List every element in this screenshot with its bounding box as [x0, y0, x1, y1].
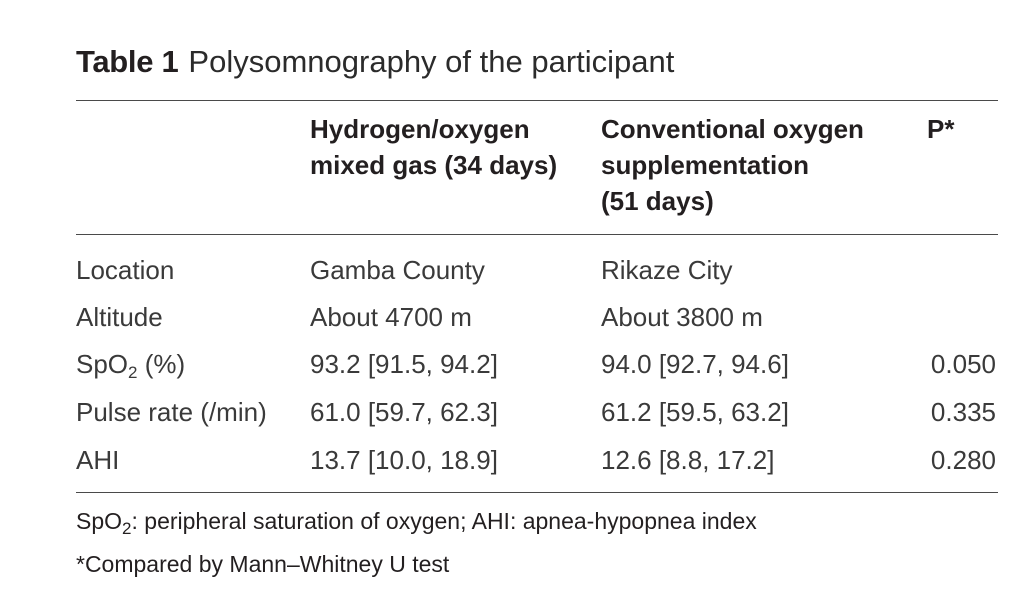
header-rule [76, 234, 998, 235]
cell-ahi-hydrogen: 13.7 [10.0, 18.9] [310, 445, 498, 475]
cell-spo2-conventional: 94.0 [92.7, 94.6] [601, 349, 789, 379]
cell-pulse-p: 0.335 [930, 397, 996, 427]
row-label-location: Location [76, 255, 175, 285]
cell-altitude-conventional: About 3800 m [601, 302, 763, 332]
row-label-pulse-rate: Pulse rate (/min) [76, 397, 267, 427]
column-header-hydrogen: Hydrogen/oxygen mixed gas (34 days) [310, 114, 558, 180]
top-rule [76, 100, 998, 101]
cell-location-hydrogen: Gamba County [310, 255, 485, 285]
table-caption: Table 1 Polysomnography of the participan… [76, 42, 674, 82]
table-label: Table 1 [76, 44, 179, 79]
footnote-abbreviations: SpO2: peripheral saturation of oxygen; A… [76, 508, 757, 538]
cell-spo2-hydrogen: 93.2 [91.5, 94.2] [310, 349, 498, 379]
cell-ahi-p: 0.280 [930, 445, 996, 475]
cell-pulse-conventional: 61.2 [59.5, 63.2] [601, 397, 789, 427]
cell-location-conventional: Rikaze City [601, 255, 733, 285]
footnote-test: *Compared by Mann–Whitney U test [76, 551, 450, 577]
cell-pulse-hydrogen: 61.0 [59.7, 62.3] [310, 397, 498, 427]
cell-spo2-p: 0.050 [930, 349, 996, 379]
column-header-conventional: Conventional oxygen supplementation (51 … [601, 114, 864, 216]
bottom-rule [76, 492, 998, 493]
row-label-ahi: AHI [76, 445, 120, 475]
cell-altitude-hydrogen: About 4700 m [310, 302, 472, 332]
cell-ahi-conventional: 12.6 [8.8, 17.2] [601, 445, 775, 475]
table-title: Polysomnography of the participant [188, 44, 675, 79]
row-label-altitude: Altitude [76, 302, 163, 332]
column-header-p: P* [927, 114, 955, 144]
row-label-spo2: SpO2 (%) [76, 349, 186, 382]
